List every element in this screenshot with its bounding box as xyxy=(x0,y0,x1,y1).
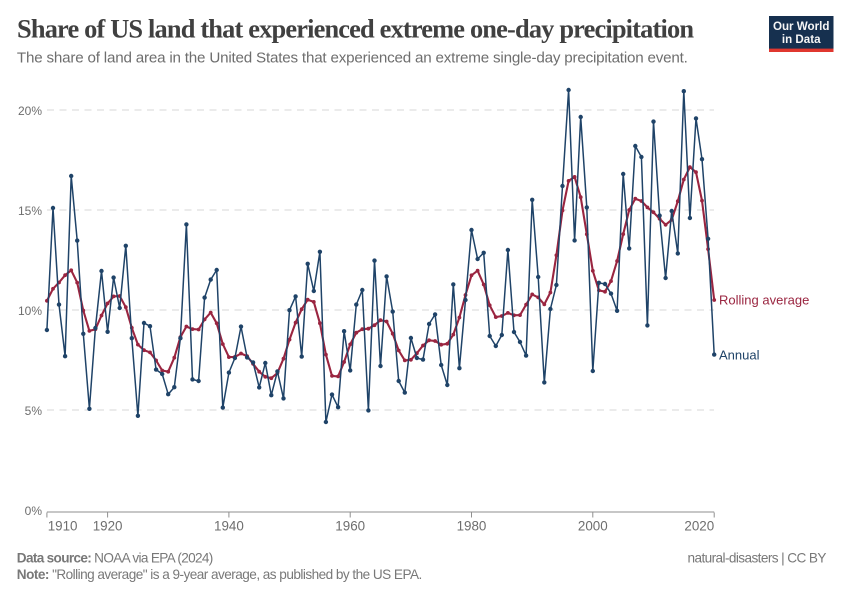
svg-text:2000: 2000 xyxy=(578,519,608,534)
svg-text:2020: 2020 xyxy=(684,519,714,534)
svg-text:Note: "Rolling average" is a 9: Note: "Rolling average" is a 9-year aver… xyxy=(17,567,423,582)
svg-text:Share of US land that experien: Share of US land that experienced extrem… xyxy=(17,14,694,44)
svg-text:1940: 1940 xyxy=(214,519,244,534)
svg-text:natural-disasters | CC BY: natural-disasters | CC BY xyxy=(688,551,827,566)
svg-text:5%: 5% xyxy=(25,404,43,418)
svg-text:1910: 1910 xyxy=(48,519,78,534)
svg-text:in Data: in Data xyxy=(782,33,821,46)
svg-text:15%: 15% xyxy=(18,204,42,218)
svg-text:Rolling average: Rolling average xyxy=(719,293,809,308)
svg-text:Our World: Our World xyxy=(773,20,829,33)
svg-text:Data source: NOAA via EPA (202: Data source: NOAA via EPA (2024) xyxy=(17,551,214,566)
svg-text:The share of land area in the: The share of land area in the United Sta… xyxy=(17,50,688,67)
svg-text:1920: 1920 xyxy=(93,519,123,534)
svg-text:10%: 10% xyxy=(18,304,42,318)
svg-text:1960: 1960 xyxy=(335,519,365,534)
svg-text:0%: 0% xyxy=(25,504,43,518)
svg-text:1980: 1980 xyxy=(457,519,487,534)
svg-text:20%: 20% xyxy=(18,104,42,118)
svg-text:Annual: Annual xyxy=(719,348,760,363)
